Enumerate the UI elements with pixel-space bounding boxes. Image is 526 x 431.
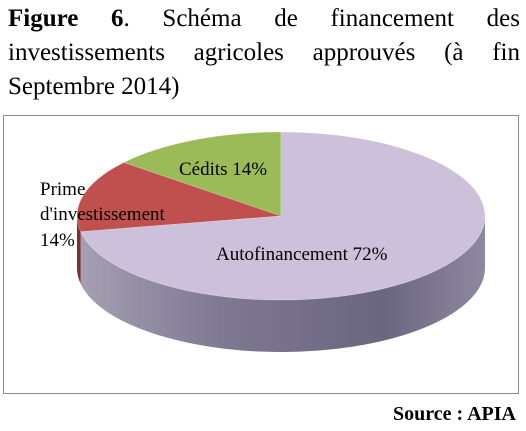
pie-slice-prime-d-investissement bbox=[76, 162, 282, 233]
pie-chart: Autofinancement 72% Prime d'investissement… bbox=[40, 131, 486, 353]
pie-slice-autofinancement bbox=[80, 131, 486, 301]
caption-line-1: Figure 6. Schéma de financement des bbox=[8, 2, 520, 36]
pie-labels: Autofinancement 72% Prime d'investissement… bbox=[40, 159, 388, 265]
pie-label-1-0: Prime bbox=[40, 179, 85, 200]
pie-sides bbox=[77, 216, 485, 353]
pie-label-2-0: Cédits 14% bbox=[179, 159, 267, 180]
chart-frame: Autofinancement 72% Prime d'investissement… bbox=[3, 115, 519, 394]
pie-label-0-0: Autofinancement 72% bbox=[216, 244, 388, 265]
pie-side-1 bbox=[77, 216, 81, 284]
caption-line-3: Septembre 2014) bbox=[8, 73, 180, 100]
caption-line-2: investissements agricoles approuvés (à f… bbox=[8, 39, 520, 66]
figure-label: Figure 6 bbox=[8, 5, 124, 32]
pie-label-1-1: d'investissement bbox=[40, 204, 166, 225]
pie-slice-c-dits bbox=[123, 131, 282, 217]
pie-tops bbox=[76, 131, 486, 301]
caption-text-1: . Schéma de financement des bbox=[123, 5, 520, 32]
figure-caption: Figure 6. Schéma de financement des inve… bbox=[8, 2, 520, 104]
pie-side-0 bbox=[80, 216, 485, 353]
source-note: Source : APIA bbox=[393, 403, 516, 425]
pie-label-1-2: 14% bbox=[40, 230, 75, 251]
